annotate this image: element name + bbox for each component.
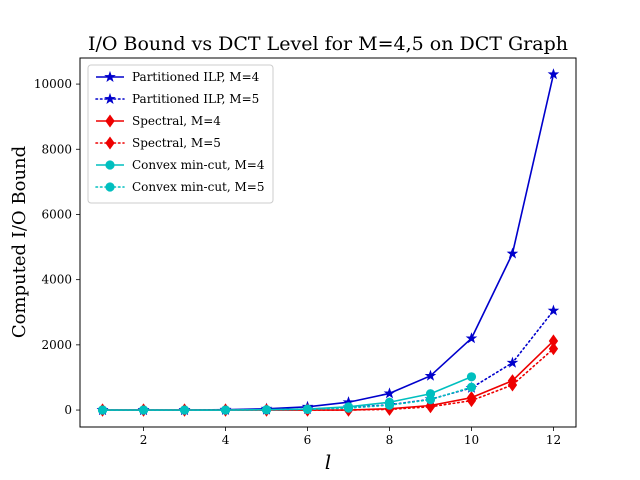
series-6 [97,382,477,415]
series-layer [96,68,560,417]
legend-entry: Convex min-cut, M=5 [95,180,264,194]
data-point [424,369,437,381]
data-point [384,400,395,410]
legend-entry: Partitioned ILP, M=5 [95,92,259,106]
data-point [506,356,519,368]
plot-frame [79,57,577,428]
data-point [425,400,436,414]
data-point [506,247,519,259]
legend-marker [105,160,115,170]
y-tick-label: 2000 [41,338,72,352]
data-point [220,405,231,415]
legend-marker [105,182,115,192]
data-point [302,404,313,414]
legend-marker [105,114,115,128]
data-point [383,387,396,399]
legend-label: Partitioned ILP, M=4 [132,70,260,84]
y-tick-label: 4000 [41,273,72,287]
series-2 [96,304,560,415]
y-axis-label: Computed I/O Bound [9,146,30,338]
data-point [465,332,478,344]
legend-entry: Convex min-cut, M=4 [96,158,265,172]
x-tick-label: 12 [546,433,561,447]
series-line [101,347,555,411]
x-axis-label: l [325,450,331,474]
legend-label: Spectral, M=4 [132,114,221,128]
x-tick-label: 4 [222,433,230,447]
x-tick-label: 6 [304,433,312,447]
legend-entry: Spectral, M=5 [95,136,221,150]
legend-label: Convex min-cut, M=4 [132,158,265,172]
data-point [138,405,149,415]
data-point [261,405,272,415]
legend-box [87,64,274,204]
data-point [548,342,559,356]
series-line [101,386,473,411]
legend-label: Partitioned ILP, M=5 [132,92,259,106]
legend-marker [104,92,116,104]
legend: Partitioned ILP, M=4 Partitioned ILP, M=5… [87,64,274,204]
y-tick-label: 6000 [41,207,72,221]
y-tick-label: 10000 [34,77,72,91]
data-point [179,405,190,415]
legend-entry: Spectral, M=4 [96,114,221,128]
legend-label: Convex min-cut, M=5 [132,180,264,194]
data-point [343,403,354,413]
ticks-layer: 2 4 6 8 10 12 0 2000 4000 6000 8000 10000 [34,77,561,447]
legend-marker [105,136,115,150]
series-line [101,309,555,411]
series-line [102,340,555,411]
legend-marker [104,70,116,82]
legend-entry: Partitioned ILP, M=4 [96,70,260,84]
data-point [466,394,477,408]
data-point [425,395,436,405]
data-point [97,405,108,415]
y-tick-label: 0 [64,403,72,417]
x-tick-label: 2 [140,433,148,447]
x-tick-label: 8 [386,433,394,447]
data-point [547,304,560,316]
data-point [466,372,477,382]
legend-label: Spectral, M=5 [132,136,221,150]
data-point [547,68,560,80]
chart-title: I/O Bound vs DCT Level for M=4,5 on DCT … [88,33,568,55]
y-tick-label: 8000 [41,142,72,156]
x-tick-label: 10 [464,433,479,447]
data-point [466,382,477,392]
data-point [507,378,518,392]
